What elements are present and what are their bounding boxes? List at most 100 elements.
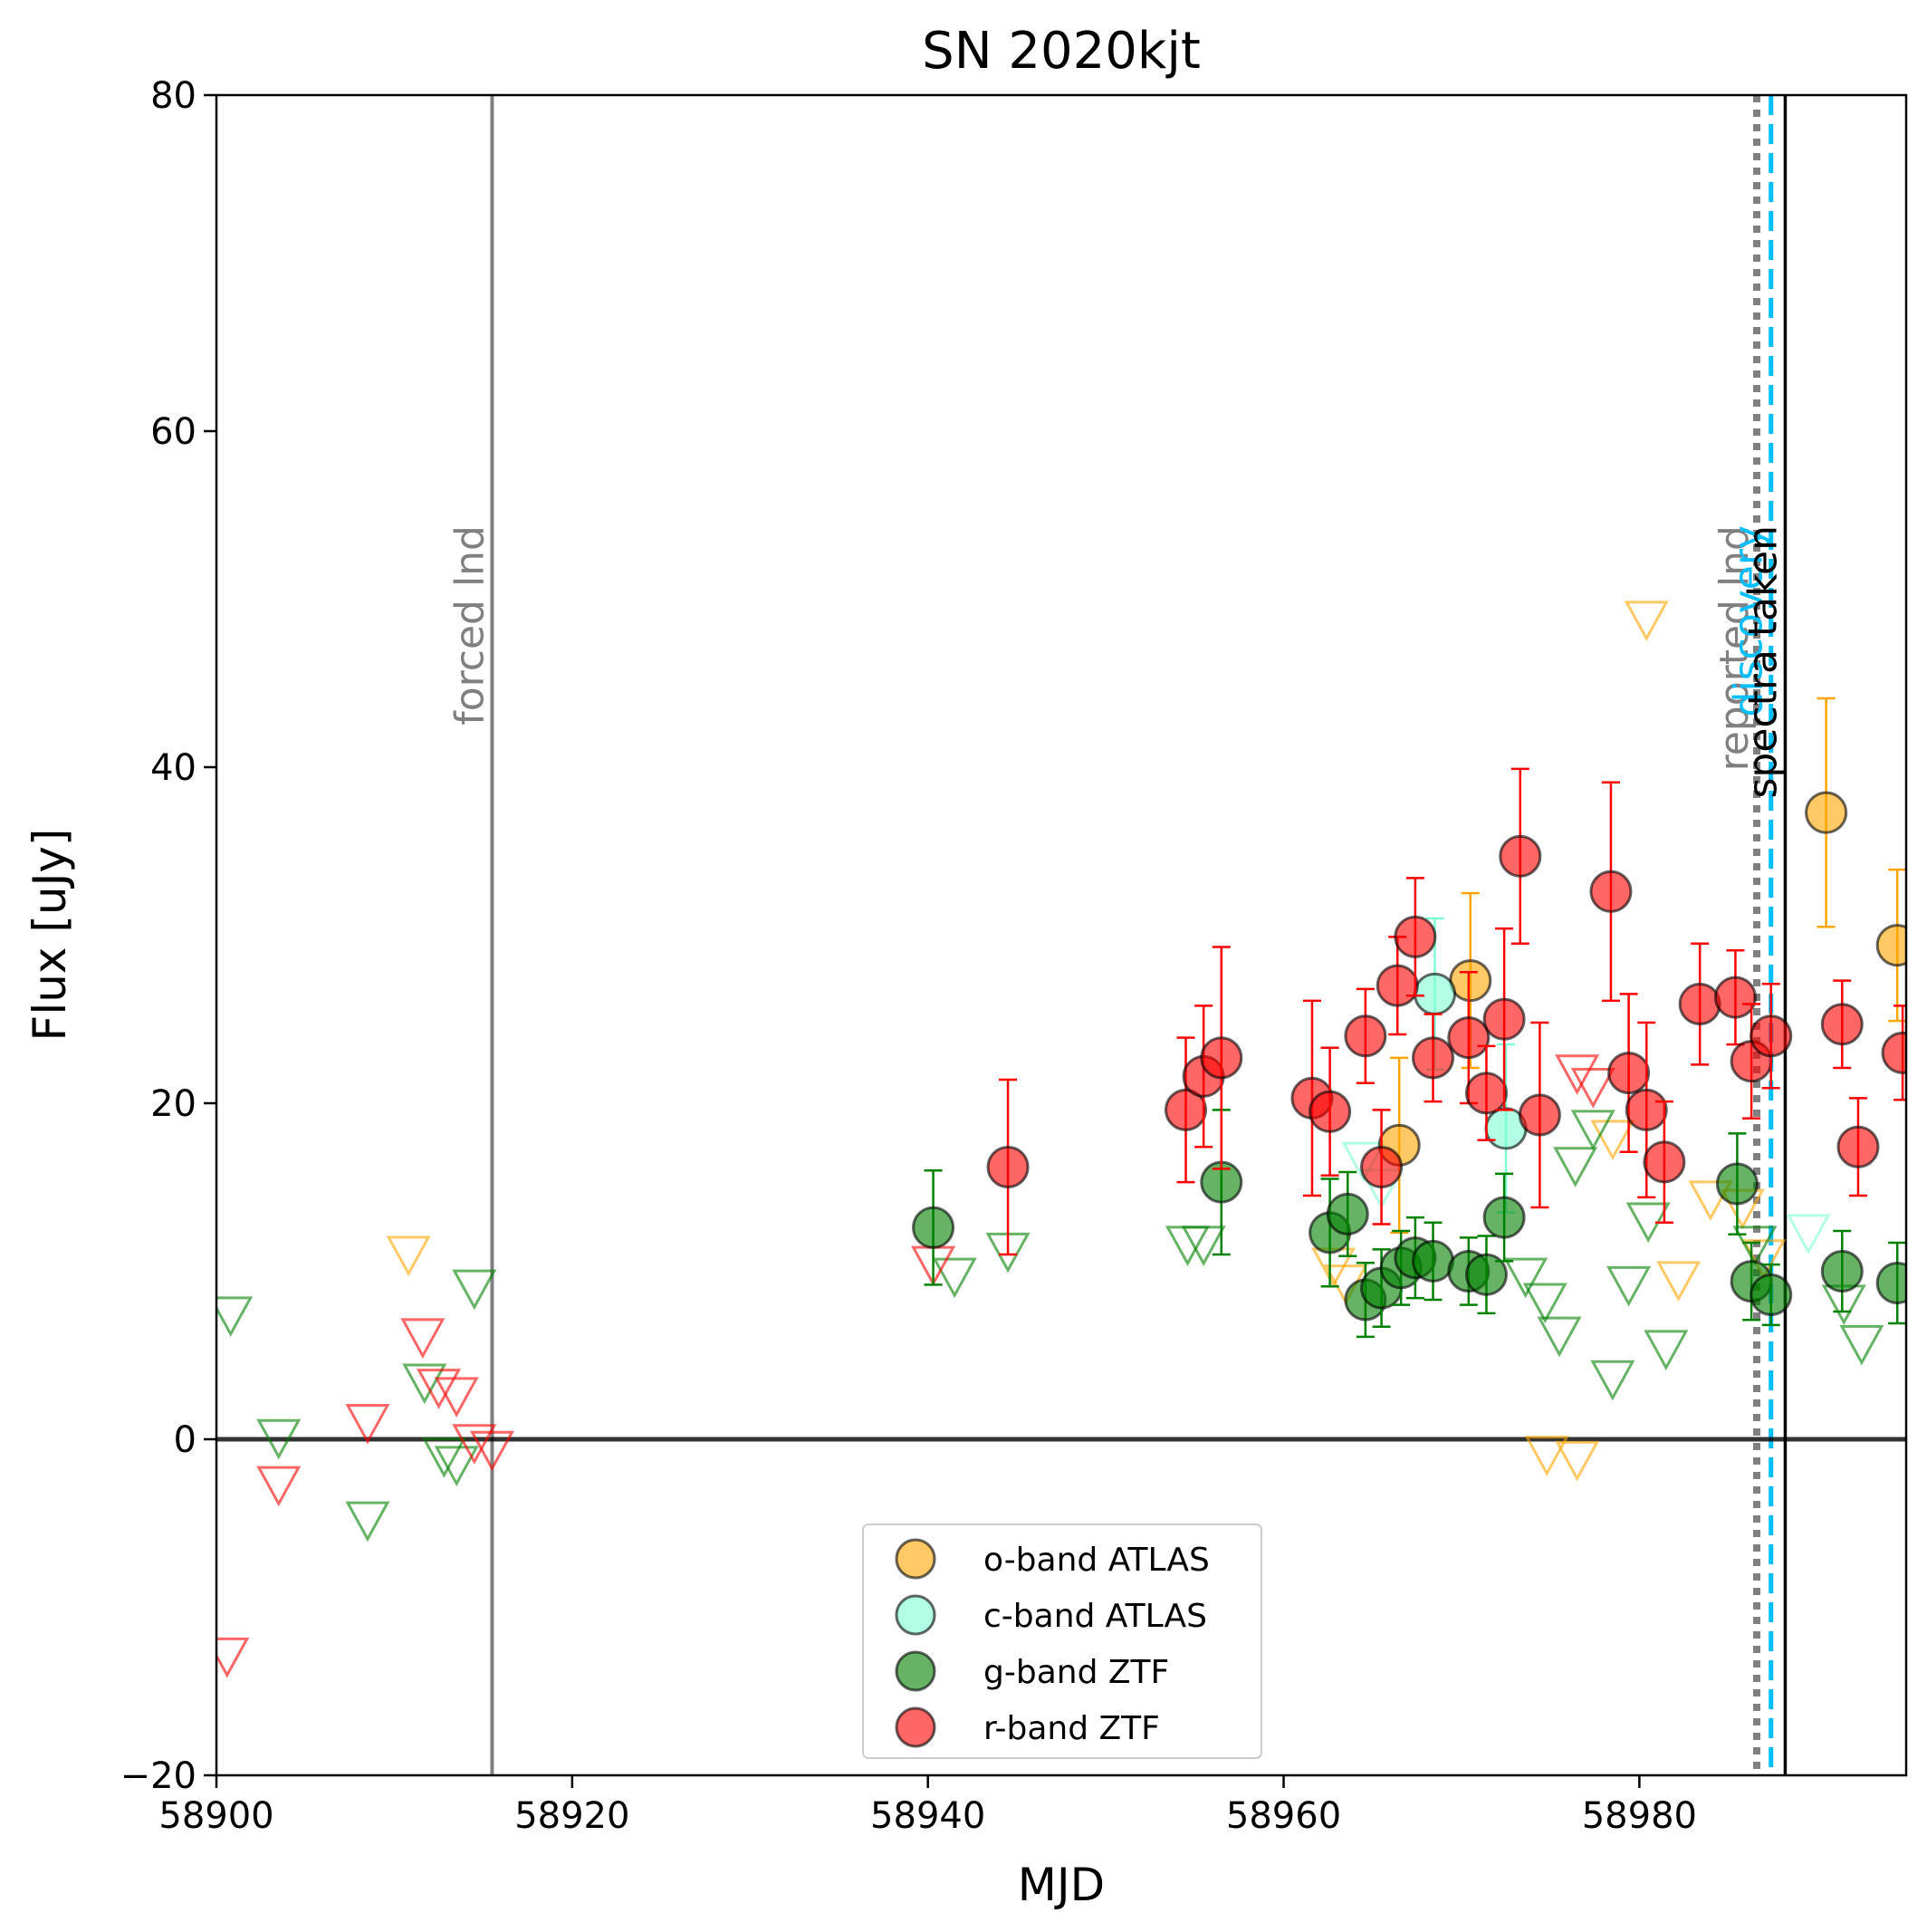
g-band-ztf-upper-limit	[421, 1437, 466, 1478]
data-point	[1413, 972, 1456, 1015]
data-point	[1360, 1145, 1404, 1188]
r-band-ztf-detection	[1200, 946, 1243, 1170]
chart-title: SN 2020kjt	[922, 22, 1201, 81]
r-band-ztf-detection	[1820, 979, 1864, 1070]
g-band-ztf-detection	[1820, 1229, 1864, 1313]
x-tick-label: 58960	[1226, 1795, 1341, 1837]
g-band-ztf-detection	[1412, 1221, 1455, 1302]
g-band-ztf-detection	[1875, 1241, 1906, 1325]
g-band-ztf-upper-limit	[402, 1363, 447, 1405]
legend-marker-g-band-ztf	[895, 1650, 936, 1692]
g-band-ztf-upper-limit	[434, 1446, 479, 1487]
g-band-ztf-detection	[1326, 1170, 1369, 1258]
x-tick-label: 58920	[514, 1795, 629, 1837]
g-band-ztf-upper-limit	[1606, 1265, 1652, 1307]
r-band-ztf-detection	[986, 1078, 1030, 1256]
data-point	[1678, 983, 1721, 1026]
g-band-ztf-upper-limit	[1537, 1316, 1582, 1358]
r-band-ztf-detection	[1643, 1100, 1686, 1224]
y-tick-label: 60	[150, 411, 197, 453]
r-band-ztf-upper-limit	[452, 1424, 497, 1465]
g-band-ztf-upper-limit	[932, 1257, 977, 1299]
data-point	[1715, 1162, 1759, 1206]
data-point	[1713, 976, 1757, 1019]
data-point	[912, 1206, 955, 1249]
o-band-atlas-upper-limit	[1524, 1436, 1569, 1476]
o-band-atlas-upper-limit	[386, 1235, 431, 1277]
r-band-ztf-detection	[1750, 983, 1793, 1090]
legend-marker-o-band-atlas	[895, 1538, 936, 1580]
r-band-ztf-upper-limit	[1570, 1068, 1615, 1109]
g-band-ztf-upper-limit	[216, 1296, 254, 1337]
data-point	[1309, 1090, 1352, 1133]
r-band-ztf-detection	[1360, 1109, 1404, 1226]
x-tick-label: 58980	[1582, 1795, 1697, 1837]
data-point	[1820, 1003, 1864, 1046]
legend-label-g-band-ztf: g-band ZTF	[983, 1654, 1169, 1691]
g-band-ztf-upper-limit	[1181, 1226, 1226, 1267]
data-point	[1394, 915, 1437, 958]
g-band-ztf-upper-limit	[1839, 1324, 1884, 1366]
r-band-ztf-detection	[1344, 987, 1387, 1084]
r-band-ztf-detection	[1607, 993, 1651, 1154]
vline-label-spectra-taken: spectra taken	[1740, 525, 1786, 799]
g-band-ztf-detection	[912, 1168, 955, 1286]
g-band-ztf-detection	[1482, 1172, 1526, 1263]
r-band-ztf-detection	[1589, 781, 1633, 1003]
g-band-ztf-upper-limit	[345, 1501, 390, 1543]
o-band-atlas-upper-limit	[1555, 1440, 1600, 1482]
y-tick-label: 80	[150, 75, 197, 117]
data-point	[1750, 1273, 1793, 1316]
r-band-ztf-detection	[1309, 1046, 1352, 1177]
vline-label-discovery: discovery	[1726, 525, 1772, 716]
g-band-ztf-upper-limit	[1522, 1283, 1567, 1324]
o-band-atlas-detection	[1875, 868, 1906, 1023]
r-band-ztf-upper-limit	[256, 1466, 302, 1507]
y-axis-label: Flux [uJy]	[24, 829, 76, 1042]
r-band-ztf-detection	[1518, 1021, 1561, 1209]
r-band-ztf-detection	[1881, 1004, 1906, 1101]
data-point	[1482, 1196, 1526, 1239]
g-band-ztf-upper-limit	[1732, 1226, 1778, 1267]
g-band-ztf-detection	[1715, 1132, 1759, 1235]
data-point	[1820, 1250, 1864, 1293]
data-point	[1412, 1239, 1455, 1283]
r-band-ztf-upper-limit	[416, 1369, 462, 1409]
g-band-ztf-upper-limit	[1644, 1330, 1689, 1371]
legend-label-o-band-atlas: o-band ATLAS	[983, 1542, 1210, 1579]
g-band-ztf-upper-limit	[1570, 1110, 1615, 1151]
data-point	[1625, 1088, 1668, 1131]
legend: o-band ATLAS c-band ATLAS g-band ZTF r-band…	[862, 1523, 1262, 1759]
g-band-ztf-upper-limit	[1590, 1360, 1635, 1401]
data-point	[1464, 1253, 1508, 1296]
data-point	[1412, 1036, 1455, 1080]
vertical-markers	[490, 95, 1788, 1775]
data-point	[1875, 924, 1906, 967]
data-point	[1643, 1140, 1686, 1184]
data-point	[1518, 1093, 1561, 1137]
data-point	[986, 1145, 1030, 1188]
r-band-ztf-detection	[1713, 948, 1757, 1046]
vline-label-forced-lnd: forced lnd	[446, 525, 493, 726]
data-point	[1881, 1031, 1906, 1074]
c-band-atlas-upper-limit	[1786, 1214, 1831, 1255]
data-point	[1447, 1016, 1491, 1060]
legend-label-c-band-atlas: c-band ATLAS	[983, 1598, 1207, 1635]
g-band-ztf-detection	[1750, 1263, 1793, 1327]
y-tick-label: −20	[120, 1755, 197, 1797]
data-point	[1499, 834, 1542, 878]
data-point	[1750, 1014, 1793, 1058]
data-point	[1376, 964, 1419, 1007]
o-band-atlas-upper-limit	[1590, 1120, 1635, 1161]
r-band-ztf-upper-limit	[469, 1430, 514, 1472]
axes: 58900 58920 58940 58960 58980 −20 0 20 40 60 80	[120, 75, 1697, 1837]
data-point	[1449, 959, 1492, 1003]
r-band-ztf-detection	[1499, 767, 1542, 946]
data-point	[1482, 997, 1526, 1041]
r-band-ztf-upper-limit	[1555, 1054, 1600, 1095]
data-points	[216, 601, 1906, 1678]
o-band-atlas-detection	[1805, 697, 1848, 928]
o-band-atlas-upper-limit	[1656, 1261, 1702, 1302]
x-tick-label: 58940	[870, 1795, 985, 1837]
r-band-ztf-detection	[1164, 1036, 1207, 1184]
